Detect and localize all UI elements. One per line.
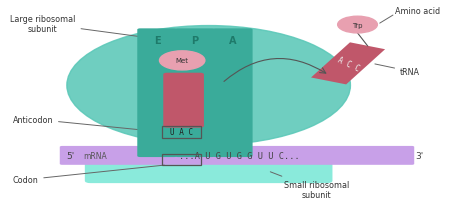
Text: Amino acid: Amino acid	[395, 7, 440, 16]
FancyBboxPatch shape	[85, 157, 332, 183]
Text: 3': 3'	[415, 151, 423, 160]
Polygon shape	[311, 43, 385, 85]
FancyBboxPatch shape	[213, 29, 253, 157]
Text: 5': 5'	[66, 151, 75, 160]
Text: A: A	[229, 36, 237, 46]
FancyBboxPatch shape	[163, 73, 204, 128]
Bar	[162, 126, 201, 138]
Circle shape	[67, 26, 350, 145]
Text: ...A U G U G G U U C...: ...A U G U G G U U C...	[179, 151, 300, 160]
Text: A C C: A C C	[336, 55, 360, 73]
Text: Small ribosomal
subunit: Small ribosomal subunit	[270, 172, 349, 199]
Text: Large ribosomal
subunit: Large ribosomal subunit	[10, 15, 159, 40]
Text: U A C: U A C	[170, 128, 193, 137]
FancyBboxPatch shape	[60, 146, 414, 165]
Text: E: E	[154, 36, 160, 46]
Text: Codon: Codon	[12, 165, 164, 184]
Circle shape	[159, 52, 205, 70]
Text: mRNA: mRNA	[83, 151, 107, 160]
FancyBboxPatch shape	[137, 29, 177, 157]
Text: P: P	[191, 36, 199, 46]
Bar	[162, 154, 201, 165]
FancyBboxPatch shape	[175, 29, 215, 157]
Text: Trp: Trp	[352, 22, 363, 28]
Text: Anticodon: Anticodon	[12, 115, 160, 132]
Text: tRNA: tRNA	[375, 65, 420, 76]
Circle shape	[337, 17, 377, 34]
Text: Met: Met	[176, 58, 189, 64]
